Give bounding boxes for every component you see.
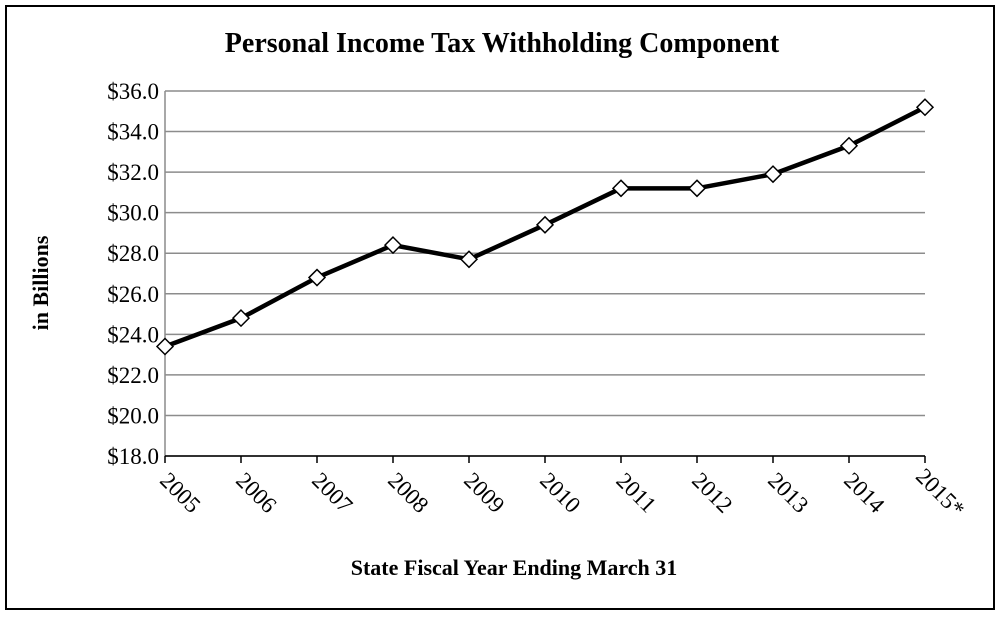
x-tick-labels: 2005 2006 2007 2008 2009 2010 2011 2012 2013 2014… [155,464,969,522]
data-point-marker [307,268,327,287]
data-point-marker [763,165,783,184]
x-tick-label: 2006 [231,468,281,518]
series-group [155,98,935,356]
y-axis-label: in Billions [28,235,53,330]
x-tick-label: 2014 [839,468,890,519]
data-point-marker [611,179,631,198]
x-tick-label: 2010 [535,468,585,518]
x-tick-label: 2008 [383,468,433,518]
x-tick-label: 2013 [763,468,813,518]
y-tick-label: $30.0 [107,201,159,226]
x-tick-label: 2005 [155,468,205,518]
data-point-marker [687,179,707,198]
y-tick-label: $34.0 [107,120,159,145]
data-point-marker [383,236,403,255]
y-tick-label: $26.0 [107,282,159,307]
data-point-marker [915,98,935,117]
chart-title: Personal Income Tax Withholding Componen… [225,28,780,59]
data-point-marker [155,337,175,356]
y-tick-label: $36.0 [107,79,159,104]
x-tick-label: 2007 [307,468,357,518]
grid-lines [165,90,925,457]
y-tick-labels: $18.0 $20.0 $22.0 $24.0 $26.0 $28.0 $30.0 $32.0… [107,79,159,469]
chart-frame [5,5,995,610]
axes [164,91,926,463]
x-tick-label: 2015* [911,464,969,522]
data-point-marker [459,250,479,269]
y-tick-label: $18.0 [107,444,159,469]
y-tick-label: $32.0 [107,160,159,185]
y-tick-label: $22.0 [107,363,159,388]
x-tick-label: 2012 [687,468,737,518]
y-tick-label: $20.0 [107,403,159,428]
x-tick-label: 2011 [611,468,661,518]
y-tick-label: $28.0 [107,241,159,266]
x-axis-label: State Fiscal Year Ending March 31 [351,555,678,580]
y-tick-label: $24.0 [107,322,159,347]
x-tick-label: 2009 [459,468,509,518]
data-point-marker [231,309,251,328]
data-point-marker [535,215,555,234]
data-point-marker [839,136,859,155]
